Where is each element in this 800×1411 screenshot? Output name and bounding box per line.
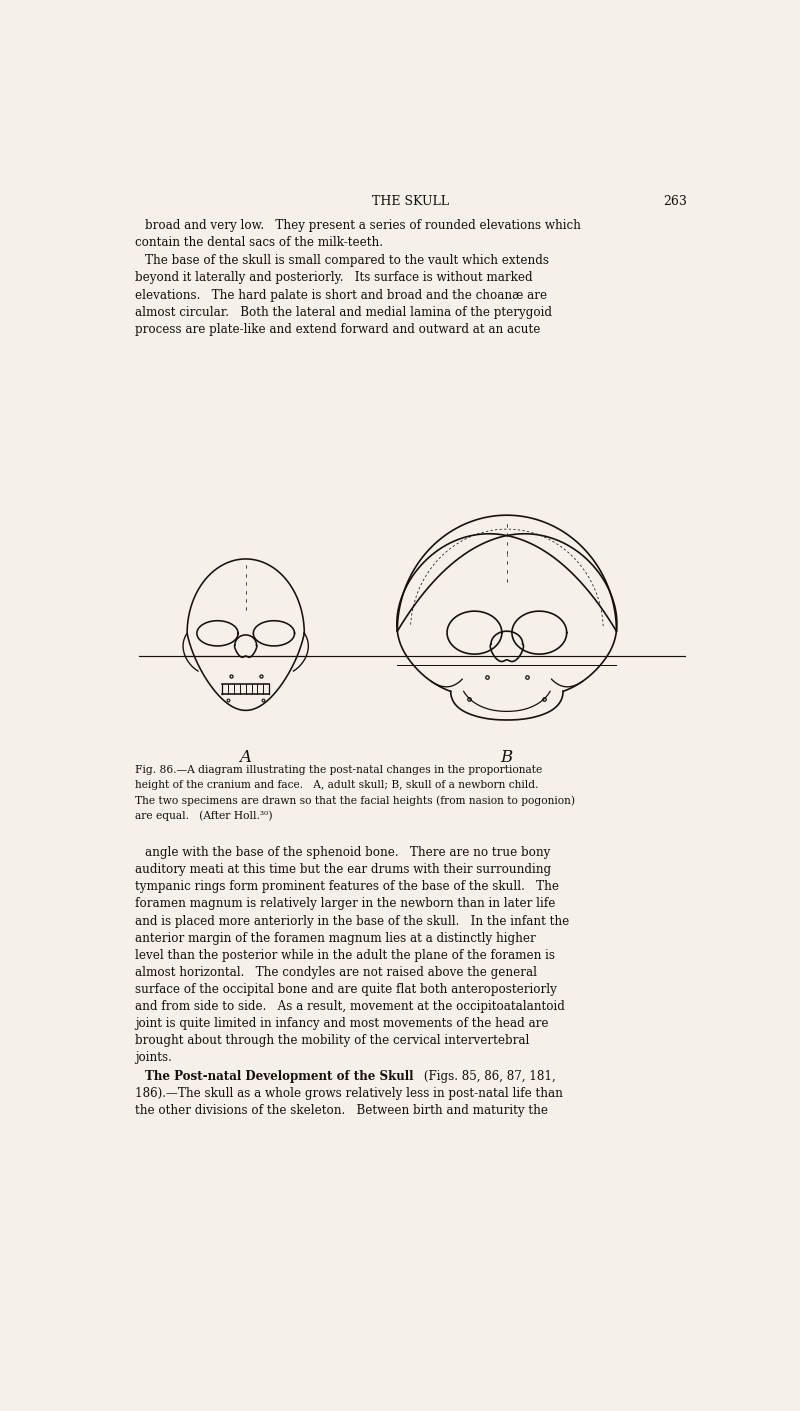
Text: process are plate-like and extend forward and outward at an acute: process are plate-like and extend forwar… xyxy=(135,323,540,336)
Text: The base of the skull is small compared to the vault which extends: The base of the skull is small compared … xyxy=(145,254,549,267)
Text: 263: 263 xyxy=(663,195,687,207)
Text: broad and very low.   They present a series of rounded elevations which: broad and very low. They present a serie… xyxy=(145,219,581,233)
Text: contain the dental sacs of the milk-teeth.: contain the dental sacs of the milk-teet… xyxy=(135,237,383,250)
Text: brought about through the mobility of the cervical intervertebral: brought about through the mobility of th… xyxy=(135,1034,530,1047)
Text: angle with the base of the sphenoid bone.   There are no true bony: angle with the base of the sphenoid bone… xyxy=(145,847,550,859)
Text: auditory meati at this time but the ear drums with their surrounding: auditory meati at this time but the ear … xyxy=(135,864,551,876)
Text: are equal.   (After Holl.³⁰): are equal. (After Holl.³⁰) xyxy=(135,811,273,821)
Text: elevations.   The hard palate is short and broad and the choanæ are: elevations. The hard palate is short and… xyxy=(135,288,547,302)
Text: height of the cranium and face.   A, adult skull; B, skull of a newborn child.: height of the cranium and face. A, adult… xyxy=(135,780,538,790)
Text: anterior margin of the foramen magnum lies at a distinctly higher: anterior margin of the foramen magnum li… xyxy=(135,931,536,944)
Text: and is placed more anteriorly in the base of the skull.   In the infant the: and is placed more anteriorly in the bas… xyxy=(135,914,569,927)
Text: (Figs. 85, 86, 87, 181,: (Figs. 85, 86, 87, 181, xyxy=(420,1070,556,1082)
Text: The two specimens are drawn so that the facial heights (from nasion to pogonion): The two specimens are drawn so that the … xyxy=(135,796,575,806)
Text: the other divisions of the skeleton.   Between birth and maturity the: the other divisions of the skeleton. Bet… xyxy=(135,1103,548,1118)
Text: A: A xyxy=(240,749,252,766)
Text: almost circular.   Both the lateral and medial lamina of the pterygoid: almost circular. Both the lateral and me… xyxy=(135,306,552,319)
Text: almost horizontal.   The condyles are not raised above the general: almost horizontal. The condyles are not … xyxy=(135,965,537,979)
Text: and from side to side.   As a result, movement at the occipitoatalantoid: and from side to side. As a result, move… xyxy=(135,1000,565,1013)
Text: Fig. 86.—A diagram illustrating the post-natal changes in the proportionate: Fig. 86.—A diagram illustrating the post… xyxy=(135,765,542,775)
Text: beyond it laterally and posteriorly.   Its surface is without marked: beyond it laterally and posteriorly. Its… xyxy=(135,271,533,285)
Text: joints.: joints. xyxy=(135,1051,172,1064)
Text: foramen magnum is relatively larger in the newborn than in later life: foramen magnum is relatively larger in t… xyxy=(135,897,555,910)
Text: surface of the occipital bone and are quite flat both anteroposteriorly: surface of the occipital bone and are qu… xyxy=(135,983,557,996)
Text: 186).—The skull as a whole grows relatively less in post-natal life than: 186).—The skull as a whole grows relativ… xyxy=(135,1086,562,1101)
Text: level than the posterior while in the adult the plane of the foramen is: level than the posterior while in the ad… xyxy=(135,948,555,962)
Text: joint is quite limited in infancy and most movements of the head are: joint is quite limited in infancy and mo… xyxy=(135,1017,548,1030)
Text: tympanic rings form prominent features of the base of the skull.   The: tympanic rings form prominent features o… xyxy=(135,880,559,893)
Text: THE SKULL: THE SKULL xyxy=(371,195,449,207)
Text: B: B xyxy=(501,749,513,766)
Text: The Post-natal Development of the Skull: The Post-natal Development of the Skull xyxy=(145,1070,414,1082)
